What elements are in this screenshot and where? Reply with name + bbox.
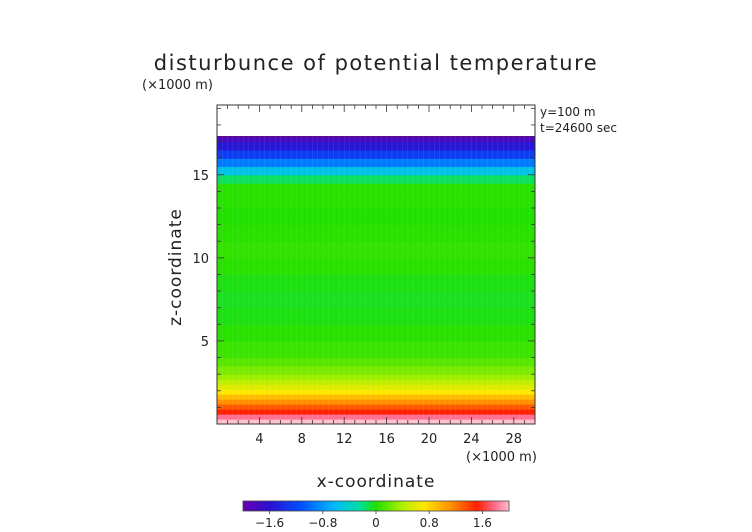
contour-band <box>217 414 535 420</box>
x-tick-label: 20 <box>421 432 438 447</box>
colorbar-tick-label: 0 <box>372 516 380 530</box>
annotation-time: t=24600 sec <box>540 121 617 135</box>
colorbar-gradient <box>243 501 509 511</box>
y-axis: 5 10 15 <box>192 107 535 408</box>
contour-band <box>217 257 535 276</box>
y-unit-label: (×1000 m) <box>142 78 213 93</box>
plot-area <box>216 104 536 425</box>
contour-band <box>217 399 535 405</box>
contour-band <box>217 357 535 367</box>
contour-band <box>217 389 535 395</box>
contour-band <box>217 307 535 325</box>
colorbar-tick-label: −0.8 <box>308 516 337 530</box>
contour-band <box>217 365 535 375</box>
contour-field <box>217 135 535 424</box>
x-tick-label: 8 <box>298 432 306 447</box>
x-axis-label: x-coordinate <box>317 472 436 492</box>
colorbar-tick-label: 1.6 <box>473 516 492 530</box>
x-tick-label: 28 <box>506 432 523 447</box>
y-tick-label: 15 <box>192 169 209 184</box>
contour-band <box>217 208 535 226</box>
chart-title: disturbunce of potential temperature <box>154 51 598 75</box>
contour-band <box>217 394 535 400</box>
colorbar-tick-label: 0.8 <box>420 516 439 530</box>
x-tick-label: 4 <box>255 432 263 447</box>
annotation-y-position: y=100 m <box>540 105 596 119</box>
x-tick-label: 24 <box>463 432 480 447</box>
x-tick-label: 16 <box>378 432 395 447</box>
contour-band <box>217 183 535 192</box>
x-unit-label: (×1000 m) <box>466 450 537 465</box>
contour-band <box>217 324 535 342</box>
y-axis-label: z-coordinate <box>166 208 186 326</box>
contour-band <box>217 404 535 410</box>
x-tick-label: 12 <box>336 432 353 447</box>
x-axis: 4 8 12 16 20 24 28 <box>227 105 525 447</box>
contour-band <box>217 166 535 176</box>
y-tick-label: 10 <box>192 252 209 267</box>
contour-band <box>217 224 535 242</box>
colorbar-ticks: −1.6 −0.8 0 0.8 1.6 <box>255 511 492 530</box>
contour-band <box>217 174 535 184</box>
colorbar-tick-label: −1.6 <box>255 516 284 530</box>
contour-wave <box>217 185 535 198</box>
contour-band <box>217 149 535 159</box>
contour-band <box>217 158 535 168</box>
colorbar: −1.6 −0.8 0 0.8 1.6 <box>242 500 510 530</box>
contour-band <box>217 379 535 385</box>
y-tick-label: 5 <box>201 335 209 350</box>
contour-band <box>217 141 535 151</box>
contour-band <box>217 291 535 309</box>
contour-band <box>217 136 535 143</box>
contour-band <box>217 340 535 359</box>
contour-band <box>217 384 535 390</box>
contour-band <box>217 241 535 259</box>
contour-band <box>217 374 535 380</box>
contour-band <box>217 274 535 292</box>
contour-band <box>217 409 535 415</box>
